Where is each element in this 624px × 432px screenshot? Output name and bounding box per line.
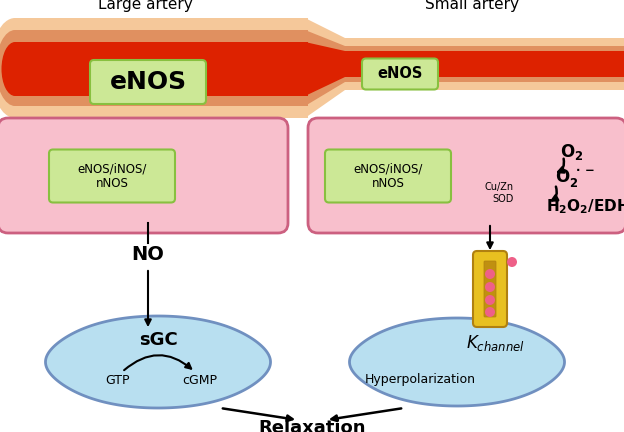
Text: eNOS: eNOS xyxy=(109,70,187,94)
Text: Hyperpolarization: Hyperpolarization xyxy=(364,374,475,387)
Bar xyxy=(345,38,624,90)
Text: eNOS/iNOS/
nNOS: eNOS/iNOS/ nNOS xyxy=(353,162,422,190)
Circle shape xyxy=(485,307,495,317)
Circle shape xyxy=(485,269,495,279)
Polygon shape xyxy=(305,18,345,118)
Bar xyxy=(345,51,624,77)
Text: $\mathbf{O_2}$: $\mathbf{O_2}$ xyxy=(560,142,583,162)
FancyBboxPatch shape xyxy=(473,251,507,327)
FancyBboxPatch shape xyxy=(484,261,496,317)
FancyBboxPatch shape xyxy=(90,60,206,104)
Ellipse shape xyxy=(1,42,29,96)
FancyBboxPatch shape xyxy=(49,149,175,203)
FancyBboxPatch shape xyxy=(325,149,451,203)
Text: Relaxation: Relaxation xyxy=(258,419,366,432)
Bar xyxy=(345,46,624,82)
Text: cGMP: cGMP xyxy=(182,374,218,387)
Text: eNOS: eNOS xyxy=(378,67,422,82)
FancyBboxPatch shape xyxy=(308,118,624,233)
Text: Cu/Zn
SOD: Cu/Zn SOD xyxy=(485,182,514,204)
Text: $K_{channel}$: $K_{channel}$ xyxy=(466,333,524,353)
Polygon shape xyxy=(305,42,345,96)
Bar xyxy=(15,18,308,118)
Ellipse shape xyxy=(0,18,40,118)
FancyBboxPatch shape xyxy=(362,58,438,89)
Circle shape xyxy=(485,295,495,305)
Text: sGC: sGC xyxy=(139,331,177,349)
Text: GTP: GTP xyxy=(105,374,130,387)
Text: NO: NO xyxy=(132,245,165,264)
Polygon shape xyxy=(305,30,345,106)
Bar xyxy=(15,42,308,96)
Text: eNOS/iNOS/
nNOS: eNOS/iNOS/ nNOS xyxy=(77,162,147,190)
Text: Small artery: Small artery xyxy=(425,0,519,12)
Circle shape xyxy=(507,257,517,267)
Text: $\mathbf{H_2O_2}$$\mathbf{/EDHF}$: $\mathbf{H_2O_2}$$\mathbf{/EDHF}$ xyxy=(546,198,624,216)
Bar xyxy=(15,30,308,106)
Polygon shape xyxy=(46,316,270,408)
Text: $\mathbf{O_2^{\ \bullet-}}$: $\mathbf{O_2^{\ \bullet-}}$ xyxy=(555,167,595,189)
Ellipse shape xyxy=(0,30,34,106)
FancyBboxPatch shape xyxy=(0,118,288,233)
Text: Large artery: Large artery xyxy=(97,0,192,12)
Circle shape xyxy=(485,282,495,292)
Polygon shape xyxy=(349,318,565,406)
